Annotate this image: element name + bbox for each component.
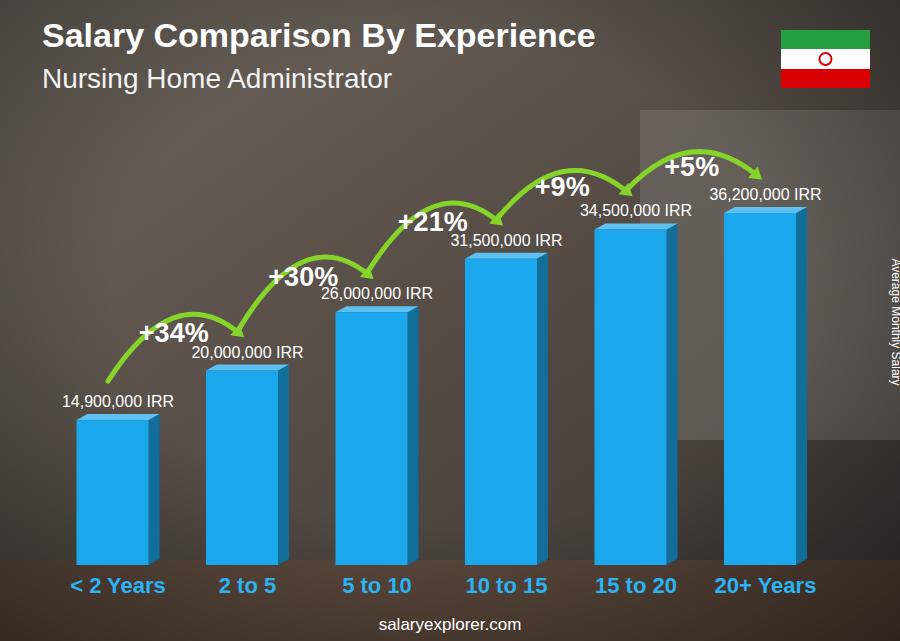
x-tick-label: 5 to 10 <box>342 573 412 598</box>
bar-side <box>537 253 548 565</box>
data-label: 14,900,000 IRR <box>62 393 174 410</box>
growth-arrow <box>626 152 758 191</box>
bar-top <box>465 253 548 259</box>
growth-label: +21% <box>398 207 468 237</box>
x-tick-label: 2 to 5 <box>219 573 276 598</box>
bar-side <box>149 414 160 565</box>
y-axis-label: Average Monthly Salary <box>889 258 900 385</box>
growth-label: +5% <box>664 152 719 182</box>
growth-arrow <box>367 203 499 273</box>
growth-arrow <box>497 170 629 219</box>
x-tick-label: 15 to 20 <box>595 573 677 598</box>
growth-label: +34% <box>139 318 209 348</box>
bar-top <box>206 365 289 371</box>
flag-emblem <box>820 53 832 65</box>
bar <box>724 213 796 565</box>
bar-side <box>278 365 289 566</box>
flag-green <box>781 30 870 49</box>
x-tick-label: < 2 Years <box>70 573 166 598</box>
bar-top <box>724 207 807 213</box>
data-label: 34,500,000 IRR <box>580 202 692 219</box>
chart: Salary Comparison By Experience Nursing H… <box>0 0 900 641</box>
source: salaryexplorer.com <box>379 615 522 634</box>
bar-side <box>408 306 419 565</box>
data-label: 36,200,000 IRR <box>709 186 821 203</box>
growth-arrow <box>238 257 370 332</box>
background-vignette <box>0 0 900 641</box>
x-tick-label: 10 to 15 <box>466 573 548 598</box>
growth-label: +30% <box>268 262 338 292</box>
growth-arrow-head <box>748 167 762 180</box>
background <box>0 0 900 641</box>
bar-top <box>336 306 419 312</box>
bar <box>465 259 537 565</box>
growth-arrow <box>108 314 240 381</box>
bar-side <box>796 207 807 565</box>
flag <box>781 30 870 88</box>
bar <box>595 229 667 565</box>
bar <box>77 420 149 565</box>
bar-top <box>595 223 678 229</box>
flag-red <box>781 69 870 88</box>
x-tick-label: 20+ Years <box>715 573 817 598</box>
bar <box>336 312 408 565</box>
bar-top <box>77 414 160 420</box>
bar-side <box>667 223 678 565</box>
title: Salary Comparison By Experience <box>42 16 596 54</box>
bar <box>206 371 278 566</box>
bars <box>77 207 808 565</box>
growth-label: +9% <box>535 172 590 202</box>
subtitle: Nursing Home Administrator <box>42 63 392 94</box>
flag-white <box>781 49 870 69</box>
